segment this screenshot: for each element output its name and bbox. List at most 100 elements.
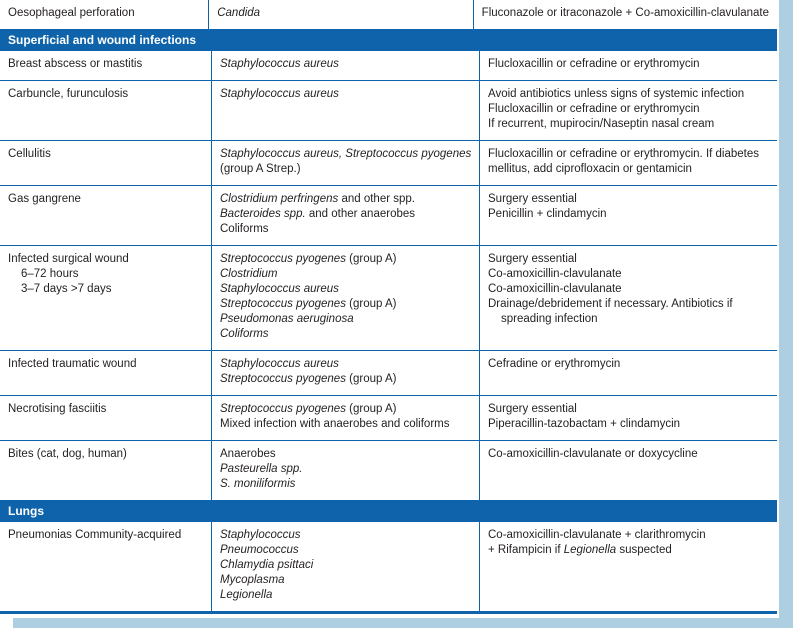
treatment-cell: Flucloxacillin or cefradine or erythromy…: [480, 141, 777, 185]
treatment-cell: Surgery essential Penicillin + clindamyci…: [480, 186, 777, 245]
cell-line: Co-amoxicillin-clavulanate: [488, 268, 622, 280]
section-header-label: Superficial and wound infections: [8, 33, 197, 47]
cell-line: Breast abscess or mastitis: [8, 58, 143, 70]
treatment-cell: Co-amoxicillin-clavulanate or doxycyclin…: [480, 441, 777, 500]
cell-line: Co-amoxicillin-clavulanate or doxycyclin…: [488, 448, 698, 460]
cell-line: S. moniliformis: [220, 478, 296, 490]
table-row: Breast abscess or mastitis Staphylococcus…: [0, 51, 777, 80]
cell-line: Avoid antibiotics unless signs of system…: [488, 88, 745, 100]
treatment-cell: Cefradine or erythromycin: [480, 351, 777, 395]
cell-line: Pneumonias Community-acquired: [8, 529, 182, 541]
cell-line: Infected traumatic wound: [8, 358, 137, 370]
cell-line: Flucloxacillin or cefradine or erythromy…: [488, 103, 700, 115]
cell-line: Staphylococcus aureus: [220, 88, 339, 100]
cell-line: Cefradine or erythromycin: [488, 358, 621, 370]
condition-cell: Gas gangrene: [0, 186, 212, 245]
condition-cell: Pneumonias Community-acquired: [0, 522, 212, 611]
cell-line: Staphylococcus aureus: [220, 358, 339, 370]
page-edge-bottom: [13, 618, 793, 628]
treatment-cell: Flucloxacillin or cefradine or erythromy…: [480, 51, 777, 80]
cell-line: Staphylococcus aureus: [220, 58, 339, 70]
table-row: Oesophageal perforation Candida Fluconazol…: [0, 0, 777, 29]
infection-table: Oesophageal perforation Candida Fluconazol…: [0, 0, 777, 614]
condition-cell: Infected traumatic wound: [0, 351, 212, 395]
cell-line: Staphylococcus aureus, Streptococcus pyo…: [220, 148, 472, 160]
cell-line: Coliforms: [220, 223, 269, 235]
cell-line: Co-amoxicillin-clavulanate + clarithromy…: [488, 529, 706, 541]
cell-line: Candida: [217, 7, 261, 19]
cell-line: Pasteurella spp.: [220, 463, 303, 475]
organism-cell: Candida: [209, 0, 474, 29]
organism-cell: Streptococcus pyogenes (group A) Clostrid…: [212, 246, 480, 350]
cell-line: Streptococcus pyogenes (group A): [220, 253, 397, 265]
cell-line: + Rifampicin if Legionella suspected: [488, 544, 672, 556]
treatment-cell: Avoid antibiotics unless signs of system…: [480, 81, 777, 140]
section-header: Lungs: [0, 500, 777, 522]
section-header-label: Lungs: [8, 504, 44, 518]
organism-cell: Staphylococcus aureus, Streptococcus pyo…: [212, 141, 480, 185]
condition-cell: Carbuncle, furunculosis: [0, 81, 212, 140]
cell-line: spreading infection: [501, 313, 598, 325]
cell-line: Gas gangrene: [8, 193, 81, 205]
organism-cell: Streptococcus pyogenes (group A) Mixed in…: [212, 396, 480, 440]
cell-line: Surgery essential: [488, 253, 577, 265]
cell-line: Staphylococcus aureus: [220, 283, 339, 295]
cell-line: Staphylococcus: [220, 529, 301, 541]
cell-line: Mycoplasma: [220, 574, 285, 586]
organism-cell: Clostridium perfringens and other spp. Ba…: [212, 186, 480, 245]
organism-cell: Anaerobes Pasteurella spp. S. moniliformis: [212, 441, 480, 500]
treatment-cell: Surgery essential Piperacillin-tazobactam…: [480, 396, 777, 440]
cell-line: Clostridium perfringens and other spp.: [220, 193, 415, 205]
cell-line: Piperacillin-tazobactam + clindamycin: [488, 418, 681, 430]
cell-line: Coliforms: [220, 328, 269, 340]
cell-line: Surgery essential: [488, 403, 577, 415]
organism-cell: Staphylococcus aureus Streptococcus pyoge…: [212, 351, 480, 395]
condition-cell: Oesophageal perforation: [0, 0, 210, 29]
cell-line: Carbuncle, furunculosis: [8, 88, 129, 100]
organism-cell: Staphylococcus aureus: [212, 51, 480, 80]
cell-line: Flucloxacillin or cefradine or erythromy…: [488, 58, 700, 70]
condition-cell: Cellulitis: [0, 141, 212, 185]
infection-table-body: Oesophageal perforation Candida Fluconazol…: [0, 0, 777, 611]
cell-line: Pneumococcus: [220, 544, 299, 556]
cell-line: Flucloxacillin or cefradine or erythromy…: [488, 148, 760, 160]
condition-cell: Bites (cat, dog, human): [0, 441, 212, 500]
cell-line: Necrotising fasciitis: [8, 403, 107, 415]
cell-line: Streptococcus pyogenes (group A): [220, 298, 397, 310]
cell-line: 6–72 hours: [21, 268, 79, 280]
cell-line: mellitus, add ciprofloxacin or gentamici…: [488, 163, 692, 175]
organism-cell: Staphylococcus Pneumococcus Chlamydia psit…: [212, 522, 480, 611]
cell-line: Bites (cat, dog, human): [8, 448, 127, 460]
cell-line: Anaerobes: [220, 448, 276, 460]
cell-line: Drainage/debridement if necessary. Antib…: [488, 298, 733, 310]
table-row: Pneumonias Community-acquired Staphylococ…: [0, 522, 777, 611]
cell-line: Fluconazole or itraconazole + Co-amoxici…: [481, 7, 769, 19]
cell-line: Streptococcus pyogenes (group A): [220, 403, 397, 415]
treatment-cell: Fluconazole or itraconazole + Co-amoxici…: [474, 0, 777, 29]
cell-line: Bacteroides spp. and other anaerobes: [220, 208, 416, 220]
table-row: Cellulitis Staphylococcus aureus, Strepto…: [0, 140, 777, 185]
cell-line: Chlamydia psittaci: [220, 559, 314, 571]
table-row: Bites (cat, dog, human) Anaerobes Pasteure…: [0, 440, 777, 500]
cell-line: Surgery essential: [488, 193, 577, 205]
condition-cell: Necrotising fasciitis: [0, 396, 212, 440]
cell-line: Legionella: [220, 589, 273, 601]
cell-line: Clostridium: [220, 268, 278, 280]
table-row: Carbuncle, furunculosis Staphylococcus au…: [0, 80, 777, 140]
cell-line: Penicillin + clindamycin: [488, 208, 607, 220]
cell-line: Co-amoxicillin-clavulanate: [488, 283, 622, 295]
table-row: Necrotising fasciitis Streptococcus pyoge…: [0, 395, 777, 440]
condition-cell: Infected surgical wound 6–72 hours 3–7 day…: [0, 246, 212, 350]
condition-cell: Breast abscess or mastitis: [0, 51, 212, 80]
cell-line: Mixed infection with anaerobes and colif…: [220, 418, 450, 430]
cell-line: (group A Strep.): [220, 163, 301, 175]
cell-line: Cellulitis: [8, 148, 51, 160]
table-row: Gas gangrene Clostridium perfringens and …: [0, 185, 777, 245]
cell-line: Infected surgical wound: [8, 253, 129, 265]
cell-line: Pseudomonas aeruginosa: [220, 313, 354, 325]
treatment-cell: Surgery essential Co-amoxicillin-clavulan…: [480, 246, 777, 350]
cell-line: 3–7 days >7 days: [21, 283, 112, 295]
cell-line: Oesophageal perforation: [8, 7, 135, 19]
section-header: Superficial and wound infections: [0, 29, 777, 51]
